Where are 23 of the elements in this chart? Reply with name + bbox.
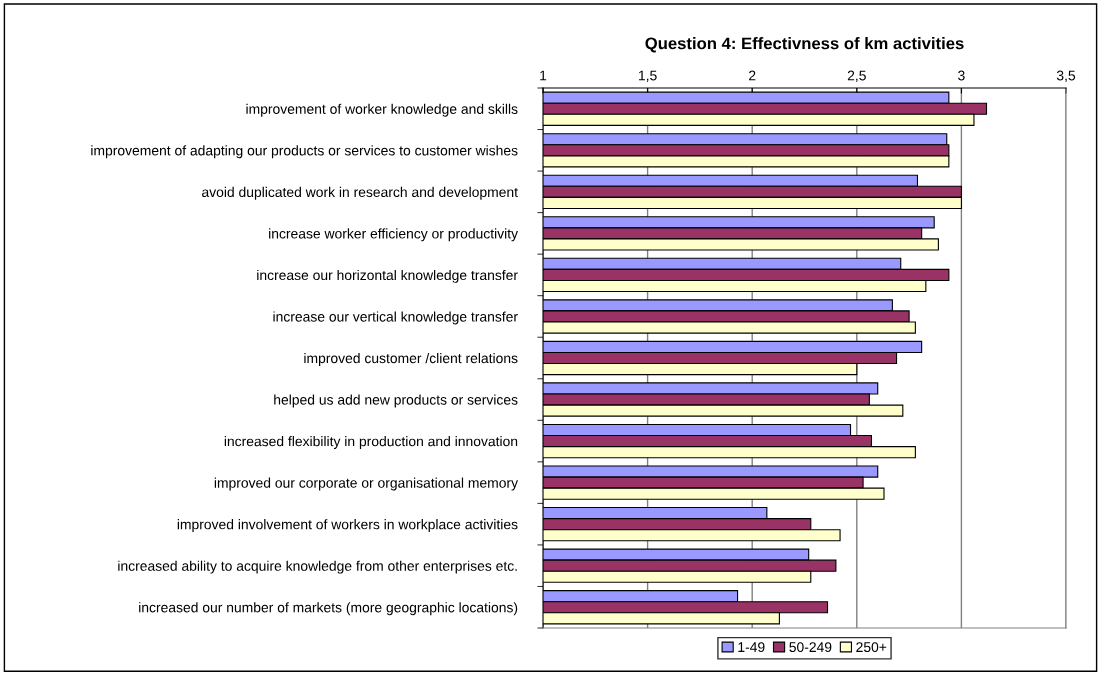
y-tick-label: helped us add new products or services [274, 394, 518, 408]
legend-label: 250+ [856, 642, 887, 653]
x-tick-label: 2,5 [847, 70, 866, 83]
y-tick-label: increase worker efficiency or productivity [269, 228, 518, 242]
y-tick-label: improvement of worker knowledge and skills [246, 103, 518, 117]
y-tick-label: increased flexibility in production and innovation [224, 436, 518, 449]
x-tick-label: 3,5 [1056, 70, 1076, 83]
legend-label: 1-49 [738, 642, 765, 653]
x-tick-label: 3 [958, 70, 965, 81]
x-tick-label: 1 [540, 70, 547, 81]
x-tick-label: 1,5 [639, 70, 657, 83]
y-tick-label: improvement of adapting our products or services to customer wishes [91, 145, 518, 159]
y-tick-label: avoid duplicated work in research and development [202, 186, 518, 200]
x-tick-label: 2 [749, 70, 756, 81]
y-tick-label: increased ability to acquire knowledge from other enterprises etc. [118, 560, 517, 574]
y-tick-label: improved our corporate or organisational memory [214, 477, 518, 491]
legend-label: 50-249 [789, 642, 832, 653]
chart-title: Question 4: Effectivness of km activities [645, 37, 964, 53]
y-tick-label: increased our number of markets (more geographic locations) [139, 602, 518, 616]
y-tick-label: improved customer /client relations [304, 352, 518, 366]
y-tick-label: increase our horizontal knowledge transfer [257, 269, 518, 283]
y-tick-label: increase our vertical knowledge transfer [273, 311, 518, 325]
y-tick-label: improved involvement of workers in workplace activities [177, 519, 518, 533]
